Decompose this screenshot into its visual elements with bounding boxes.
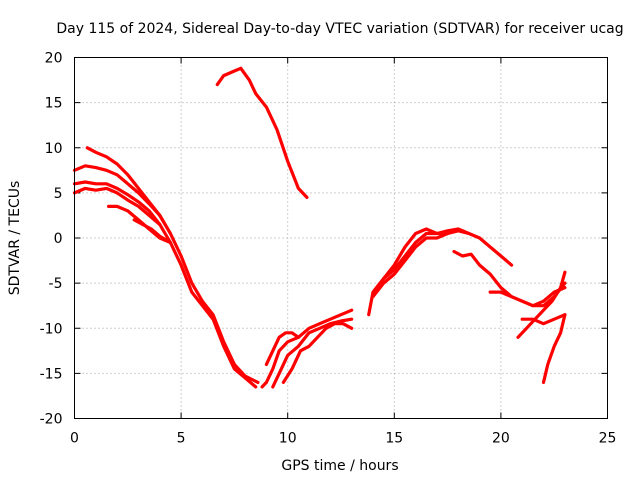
series-line-arc-b [72, 164, 260, 384]
y-tick-labels: -20 -15 -10 -5 0 5 10 15 20 [40, 51, 63, 428]
x-tick-label: 10 [279, 431, 297, 447]
x-tick-label: 25 [599, 431, 617, 447]
series-line-arc-d [72, 186, 162, 227]
x-tick-label: 15 [385, 431, 403, 447]
series-line-arc-i [271, 317, 354, 389]
y-tick-label: 5 [54, 186, 63, 202]
series-line-arc-p [488, 286, 567, 308]
x-tick-label: 5 [177, 431, 186, 447]
series-line-arc-g [215, 66, 309, 199]
y-tick-label: 10 [45, 141, 63, 157]
y-tick-label: 15 [45, 96, 63, 112]
series-line-arc-r [520, 313, 567, 326]
axis-ticks [74, 57, 608, 419]
y-tick-label: -5 [49, 276, 63, 292]
x-tick-labels: 0 5 10 15 20 25 [70, 431, 616, 447]
series-line-arc-f [132, 218, 172, 245]
series-line-arc-a [72, 180, 258, 389]
series-line-arc-o [452, 249, 567, 308]
series-line-arc-q [516, 270, 567, 339]
grid [74, 57, 608, 419]
series-line-arc-m [371, 229, 471, 299]
series-line-arc-j [281, 322, 354, 384]
x-tick-label: 0 [70, 431, 79, 447]
series-line-arc-n [382, 227, 450, 281]
plot-frame [74, 57, 608, 419]
x-axis-label: GPS time / hours [281, 458, 398, 474]
y-tick-label: 20 [45, 51, 63, 67]
y-tick-label: 0 [54, 231, 63, 247]
y-tick-label: -15 [40, 366, 63, 382]
series-line-arc-c [85, 146, 172, 236]
series-line-arc-k [264, 331, 300, 366]
x-tick-label: 20 [492, 431, 510, 447]
y-tick-label: -10 [40, 321, 63, 337]
y-tick-label: -20 [40, 412, 63, 428]
chart-title: Day 115 of 2024, Sidereal Day-to-day VTE… [56, 21, 623, 37]
y-axis-label: SDTVAR / TECUs [7, 181, 23, 296]
series-group [72, 66, 567, 389]
series-line-arc-s [541, 313, 567, 384]
